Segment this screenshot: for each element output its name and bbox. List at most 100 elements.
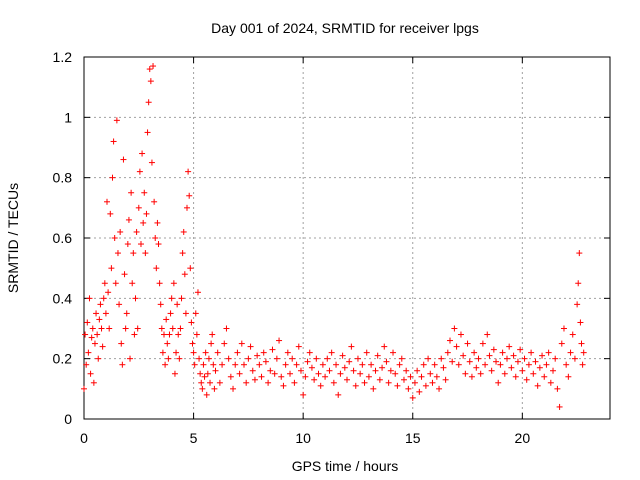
data-point — [124, 241, 131, 248]
data-point — [354, 355, 361, 362]
data-point — [159, 349, 166, 356]
data-point — [82, 331, 89, 338]
data-point — [284, 349, 291, 356]
data-point — [151, 198, 158, 205]
data-point — [203, 391, 210, 398]
data-point — [497, 361, 504, 368]
data-point — [135, 204, 142, 211]
data-point — [152, 235, 159, 241]
data-point — [98, 325, 105, 332]
data-point — [249, 367, 256, 374]
data-point — [475, 355, 482, 362]
data-point — [539, 352, 546, 359]
data-point — [96, 316, 103, 323]
data-point — [306, 349, 313, 356]
data-point — [167, 310, 174, 317]
data-point — [120, 156, 127, 163]
data-point — [403, 367, 410, 374]
data-point — [227, 373, 234, 380]
data-point — [230, 385, 237, 392]
data-point — [139, 150, 146, 157]
data-point — [528, 349, 535, 356]
data-point — [289, 355, 296, 362]
data-point — [523, 376, 530, 383]
data-point — [147, 78, 154, 85]
data-point — [370, 385, 377, 392]
data-point — [514, 358, 521, 365]
data-point — [170, 280, 177, 287]
x-tick-label: 0 — [80, 430, 88, 446]
data-point — [166, 331, 173, 338]
data-point — [543, 361, 550, 368]
data-point — [140, 219, 147, 226]
data-point — [427, 370, 434, 377]
data-point — [204, 370, 211, 377]
data-point — [280, 382, 287, 389]
data-point — [488, 367, 495, 374]
data-point — [455, 361, 462, 368]
data-point — [346, 358, 353, 365]
data-point — [291, 379, 298, 386]
data-point — [418, 373, 425, 380]
data-point — [90, 379, 97, 386]
data-point — [396, 361, 403, 368]
data-point — [350, 367, 357, 374]
data-point — [313, 355, 320, 362]
data-point — [137, 241, 144, 248]
data-point — [131, 331, 138, 338]
data-point — [199, 385, 206, 392]
data-point — [88, 334, 95, 341]
data-point — [102, 310, 109, 317]
data-point — [198, 379, 205, 386]
data-point — [326, 367, 333, 374]
data-point — [317, 382, 324, 389]
data-point — [457, 331, 464, 338]
data-point — [205, 355, 212, 362]
y-tick-label: 0.2 — [53, 351, 73, 367]
data-point — [517, 346, 524, 353]
y-axis-label: SRMTID / TECUs — [5, 183, 21, 293]
data-point — [381, 343, 388, 350]
data-point — [453, 343, 460, 350]
data-point — [552, 355, 559, 362]
data-point — [271, 370, 278, 377]
data-point — [119, 361, 126, 368]
data-point — [293, 361, 300, 368]
data-point — [431, 361, 438, 368]
data-point — [416, 388, 423, 395]
data-point — [357, 370, 364, 377]
data-point — [565, 373, 572, 380]
y-tick-label: 1 — [64, 109, 72, 125]
data-point — [232, 361, 239, 368]
data-point — [216, 379, 223, 386]
data-point — [550, 367, 557, 374]
data-point — [348, 343, 355, 350]
data-point — [219, 361, 226, 368]
data-point — [141, 189, 148, 196]
data-point — [202, 349, 209, 356]
data-point — [554, 385, 561, 392]
data-point — [97, 301, 104, 308]
data-point — [577, 319, 584, 326]
data-point — [486, 352, 493, 359]
data-point — [519, 367, 526, 374]
data-point — [156, 280, 163, 287]
data-point — [146, 66, 153, 73]
data-point — [144, 129, 151, 136]
data-point — [174, 301, 181, 308]
data-point — [185, 168, 192, 175]
data-point — [142, 250, 149, 257]
data-point — [150, 63, 157, 70]
data-point — [87, 370, 94, 377]
data-point — [273, 355, 280, 362]
data-point — [269, 346, 276, 353]
data-point — [95, 355, 102, 362]
data-point — [192, 310, 199, 317]
data-point — [212, 367, 219, 374]
x-axis-label: GPS time / hours — [292, 458, 399, 474]
data-point — [211, 385, 218, 392]
data-point — [328, 349, 335, 356]
data-point — [484, 331, 491, 338]
data-point — [359, 361, 366, 368]
data-point — [576, 250, 583, 257]
